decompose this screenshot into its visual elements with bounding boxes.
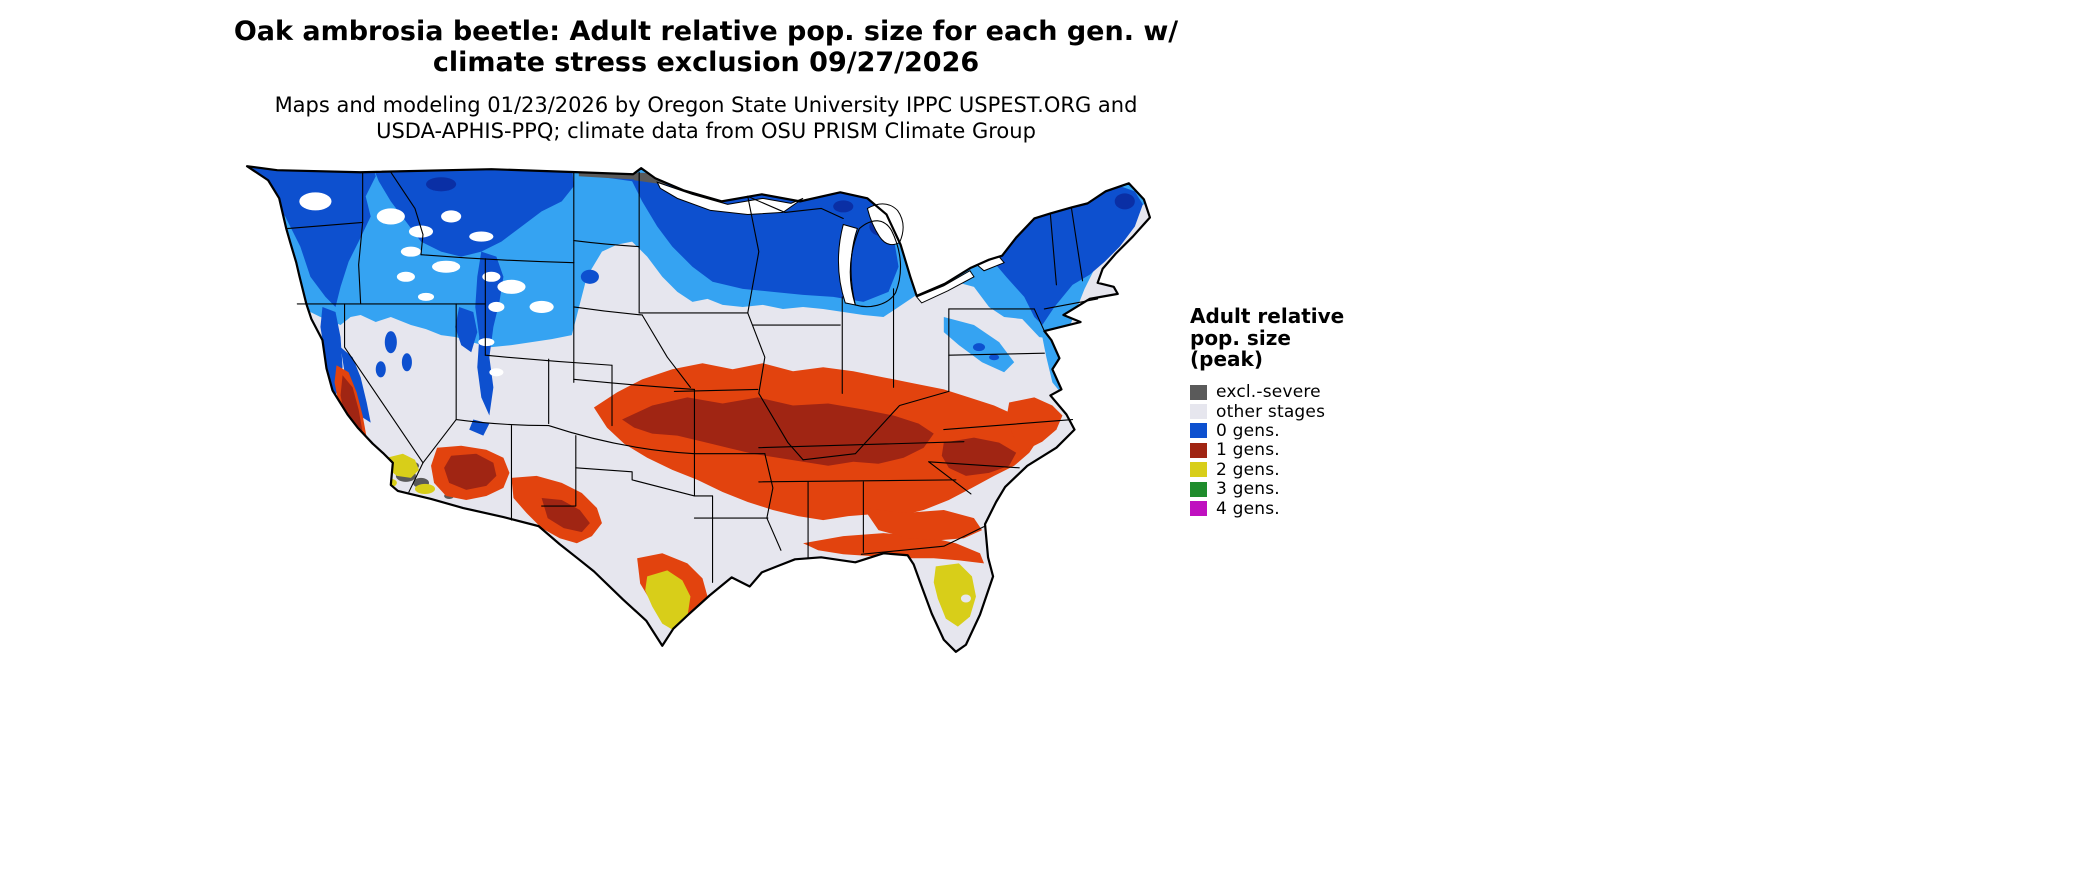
legend-label: 0 gens. <box>1216 420 1280 441</box>
legend-title-line-1: Adult relative <box>1190 304 1345 328</box>
page-title-line-2: climate stress exclusion 09/27/2026 <box>432 47 980 78</box>
legend-entry: 1 gens. <box>1190 440 1390 461</box>
state-borders <box>286 171 1099 583</box>
page-title-line-1: Oak ambrosia beetle: Adult relative pop.… <box>233 16 1179 47</box>
legend-swatch-excl-severe <box>1190 384 1207 400</box>
legend-swatch-4-gens <box>1190 501 1207 517</box>
subtitle-line-2: USDA-APHIS-PPQ; climate data from OSU PR… <box>376 119 1036 143</box>
us-outline <box>245 165 1152 653</box>
legend-entry: 2 gens. <box>1190 459 1390 480</box>
lake-superior <box>656 181 804 215</box>
legend-swatch-1-gens <box>1190 442 1207 458</box>
legend-label: excl.-severe <box>1216 382 1321 403</box>
legend-swatch-2-gens <box>1190 462 1207 478</box>
legend: Adult relative pop. size (peak) excl.-se… <box>1190 304 1390 519</box>
legend-entry: 0 gens. <box>1190 420 1390 441</box>
legend-title-line-3: (peak) <box>1190 347 1263 371</box>
legend-title-line-2: pop. size <box>1190 325 1291 350</box>
legend-label: 4 gens. <box>1216 498 1280 519</box>
page-subtitle: Maps and modeling 01/23/2026 by Oregon S… <box>0 92 1412 144</box>
legend-swatch-other-stages <box>1190 404 1207 420</box>
legend-label: 1 gens. <box>1216 440 1280 461</box>
legend-entry: excl.-severe <box>1190 382 1390 403</box>
mountain-exclusion-speckles <box>299 192 554 377</box>
legend-entry: 3 gens. <box>1190 479 1390 500</box>
great-lakes <box>656 181 1005 306</box>
legend-entry: other stages <box>1190 401 1390 422</box>
lake-erie <box>915 270 975 304</box>
legend-rows: excl.-severe other stages 0 gens. 1 gens… <box>1190 382 1390 519</box>
region-2-gens <box>384 453 976 631</box>
legend-label: other stages <box>1216 401 1326 422</box>
header: Oak ambrosia beetle: Adult relative pop.… <box>0 16 1412 144</box>
us-map <box>240 156 1165 664</box>
legend-swatch-3-gens <box>1190 481 1207 497</box>
legend-entry: 4 gens. <box>1190 498 1390 519</box>
subtitle-line-1: Maps and modeling 01/23/2026 by Oregon S… <box>274 93 1138 117</box>
us-map-svg <box>245 165 1152 653</box>
legend-label: 2 gens. <box>1216 459 1280 480</box>
legend-label: 3 gens. <box>1216 479 1280 500</box>
legend-swatch-0-gens <box>1190 423 1207 439</box>
